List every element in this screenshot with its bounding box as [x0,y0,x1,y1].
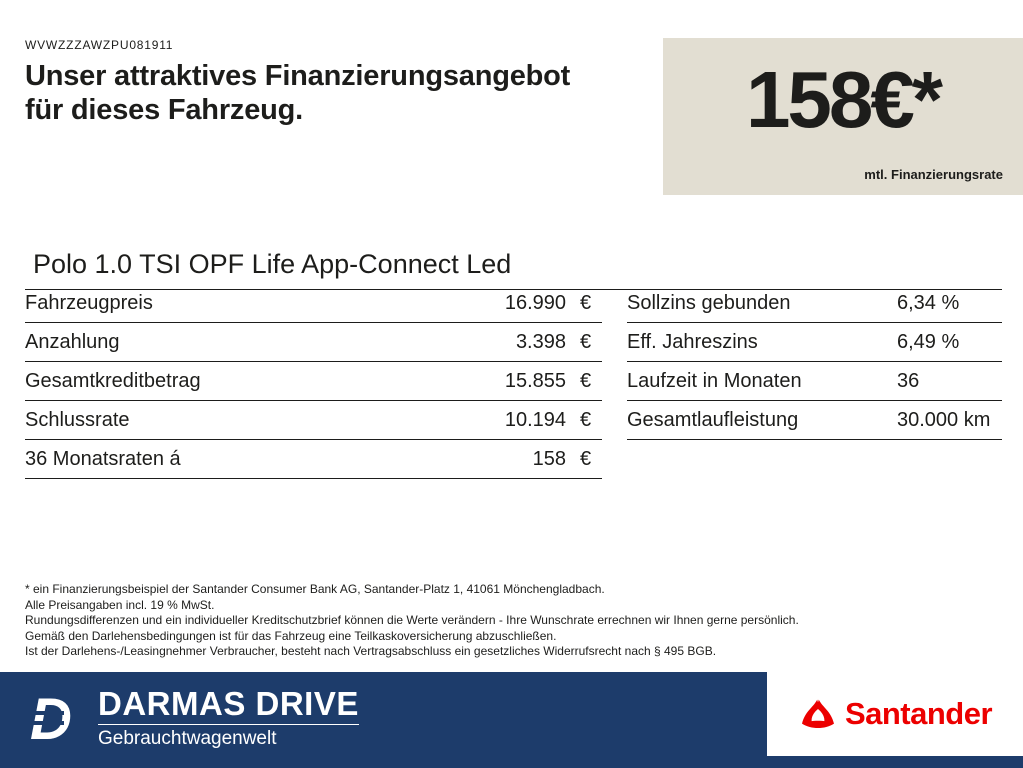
row-value: 15.855 [504,369,566,392]
footnote-line: Alle Preisangaben incl. 19 % MwSt. [25,597,215,612]
table-row-gesamtkreditbetrag: Gesamtkreditbetrag 15.855 € [25,362,602,401]
svg-text:D: D [30,687,72,749]
row-unit: € [580,291,592,314]
finance-table-left-column: Fahrzeugpreis 16.990 € Anzahlung 3.398 €… [25,284,602,479]
row-value: 36 [897,369,920,392]
footnotes: * ein Finanzierungsbeispiel der Santande… [25,582,985,660]
row-unit: € [580,447,592,470]
finance-table: Fahrzeugpreis 16.990 € Anzahlung 3.398 €… [25,284,1002,479]
row-label: Gesamtkreditbetrag [25,369,201,392]
bank-logo-box: Santander [767,672,1023,756]
row-label: Laufzeit in Monaten [627,369,802,392]
table-row-laufzeit: Laufzeit in Monaten 36 [627,362,1002,401]
table-row-schlussrate: Schlussrate 10.194 € [25,401,602,440]
footer: D DARMAS DRIVE Gebrauchtwagenwelt Santan… [0,672,1023,768]
row-value: 30.000 km [897,408,991,431]
row-unit: € [580,408,592,431]
table-row-fahrzeugpreis: Fahrzeugpreis 16.990 € [25,284,602,323]
footnote-line: Ist der Darlehens-/Leasingnehmer Verbrau… [25,644,717,659]
table-row-sollzins: Sollzins gebunden 6,34 % [627,284,1002,323]
row-value: 6,34 % [897,291,960,314]
row-value: 16.990 [504,291,566,314]
row-value: 3.398 [515,330,566,353]
finance-table-right-column: Sollzins gebunden 6,34 % Eff. Jahreszins… [627,284,1002,479]
table-row-gesamtlaufleistung: Gesamtlaufleistung 30.000 km [627,401,1002,440]
footnote-line: Gemäß den Darlehensbedingungen ist für d… [25,628,557,643]
row-unit: € [580,369,592,392]
monthly-rate-caption: mtl. Finanzierungsrate [864,167,1003,182]
row-label: Sollzins gebunden [627,291,791,314]
row-label: Anzahlung [25,330,120,353]
row-label: Eff. Jahreszins [627,330,758,353]
row-value: 10.194 [504,408,566,431]
bank-name: Santander [844,696,993,731]
table-row-eff-jahreszins: Eff. Jahreszins 6,49 % [627,323,1002,362]
row-value: 158 [532,447,566,470]
vehicle-title: Polo 1.0 TSI OPF Life App-Connect Led [25,249,1002,290]
table-row-anzahlung: Anzahlung 3.398 € [25,323,602,362]
footnote-line: * ein Finanzierungsbeispiel der Santande… [25,582,605,596]
dealer-name: DARMAS DRIVE [98,685,359,722]
footnote-line: Rundungsdifferenzen und ein individuelle… [25,613,799,628]
row-label: Gesamtlaufleistung [627,408,799,431]
monthly-rate-box: 158€* mtl. Finanzierungsrate [663,38,1023,195]
row-value: 6,49 % [897,330,960,353]
dealer-logo-icon: D [24,687,72,749]
table-row-monatsraten: 36 Monatsraten á 158 € [25,440,602,479]
dealer-branding: D DARMAS DRIVE Gebrauchtwagenwelt [22,685,359,750]
dealer-subtitle: Gebrauchtwagenwelt [98,724,359,750]
row-label: Schlussrate [25,408,130,431]
santander-flame-icon [801,699,834,728]
row-unit: € [580,330,592,353]
monthly-rate-value: 158€* [745,55,943,144]
row-label: Fahrzeugpreis [25,291,153,314]
dealer-text-block: DARMAS DRIVE Gebrauchtwagenwelt [98,685,359,750]
vin: WVWZZZAWZPU081911 [25,38,174,52]
row-label: 36 Monatsraten á [25,447,181,470]
page-title: Unser attraktives Finanzierungsangebot f… [25,60,570,128]
page-title-line1: Unser attraktives Finanzierungsangebot [25,60,571,92]
page-title-line2: für dieses Fahrzeug. [25,93,304,126]
